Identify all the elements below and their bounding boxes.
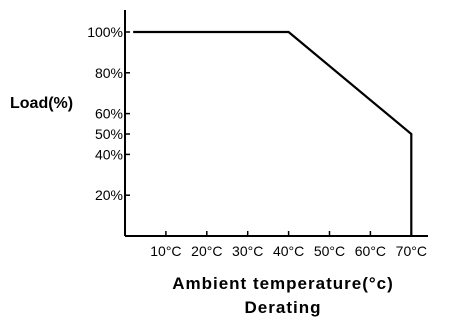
y-axis-label: Load(%) (10, 95, 73, 112)
axes (124, 10, 428, 237)
y-tick-label: 20% (95, 187, 123, 203)
y-tick-label: 100% (87, 24, 123, 40)
x-axis-label: Ambient temperature(°c) (172, 274, 394, 293)
y-tick-label: 80% (95, 65, 123, 81)
x-tick-label: 30°C (232, 243, 263, 259)
series-group (133, 30, 413, 236)
x-tick-label: 10°C (150, 243, 181, 259)
y-tick-label: 50% (95, 126, 123, 142)
x-tick-label: 60°C (355, 243, 386, 259)
ticks-group: 20% 40% 50% 60% 80% 100% 10°C 20°C 30°C 40°C 50°C 6… (87, 24, 427, 259)
x-tick-label: 50°C (314, 243, 345, 259)
x-tick-label: 20°C (191, 243, 222, 259)
y-tick-label: 60% (95, 106, 123, 122)
chart-title: Derating (245, 298, 322, 317)
derating-curve (133, 30, 413, 236)
y-tick-label: 40% (95, 146, 123, 162)
x-tick-label: 70°C (396, 243, 427, 259)
x-tick-label: 40°C (273, 243, 304, 259)
